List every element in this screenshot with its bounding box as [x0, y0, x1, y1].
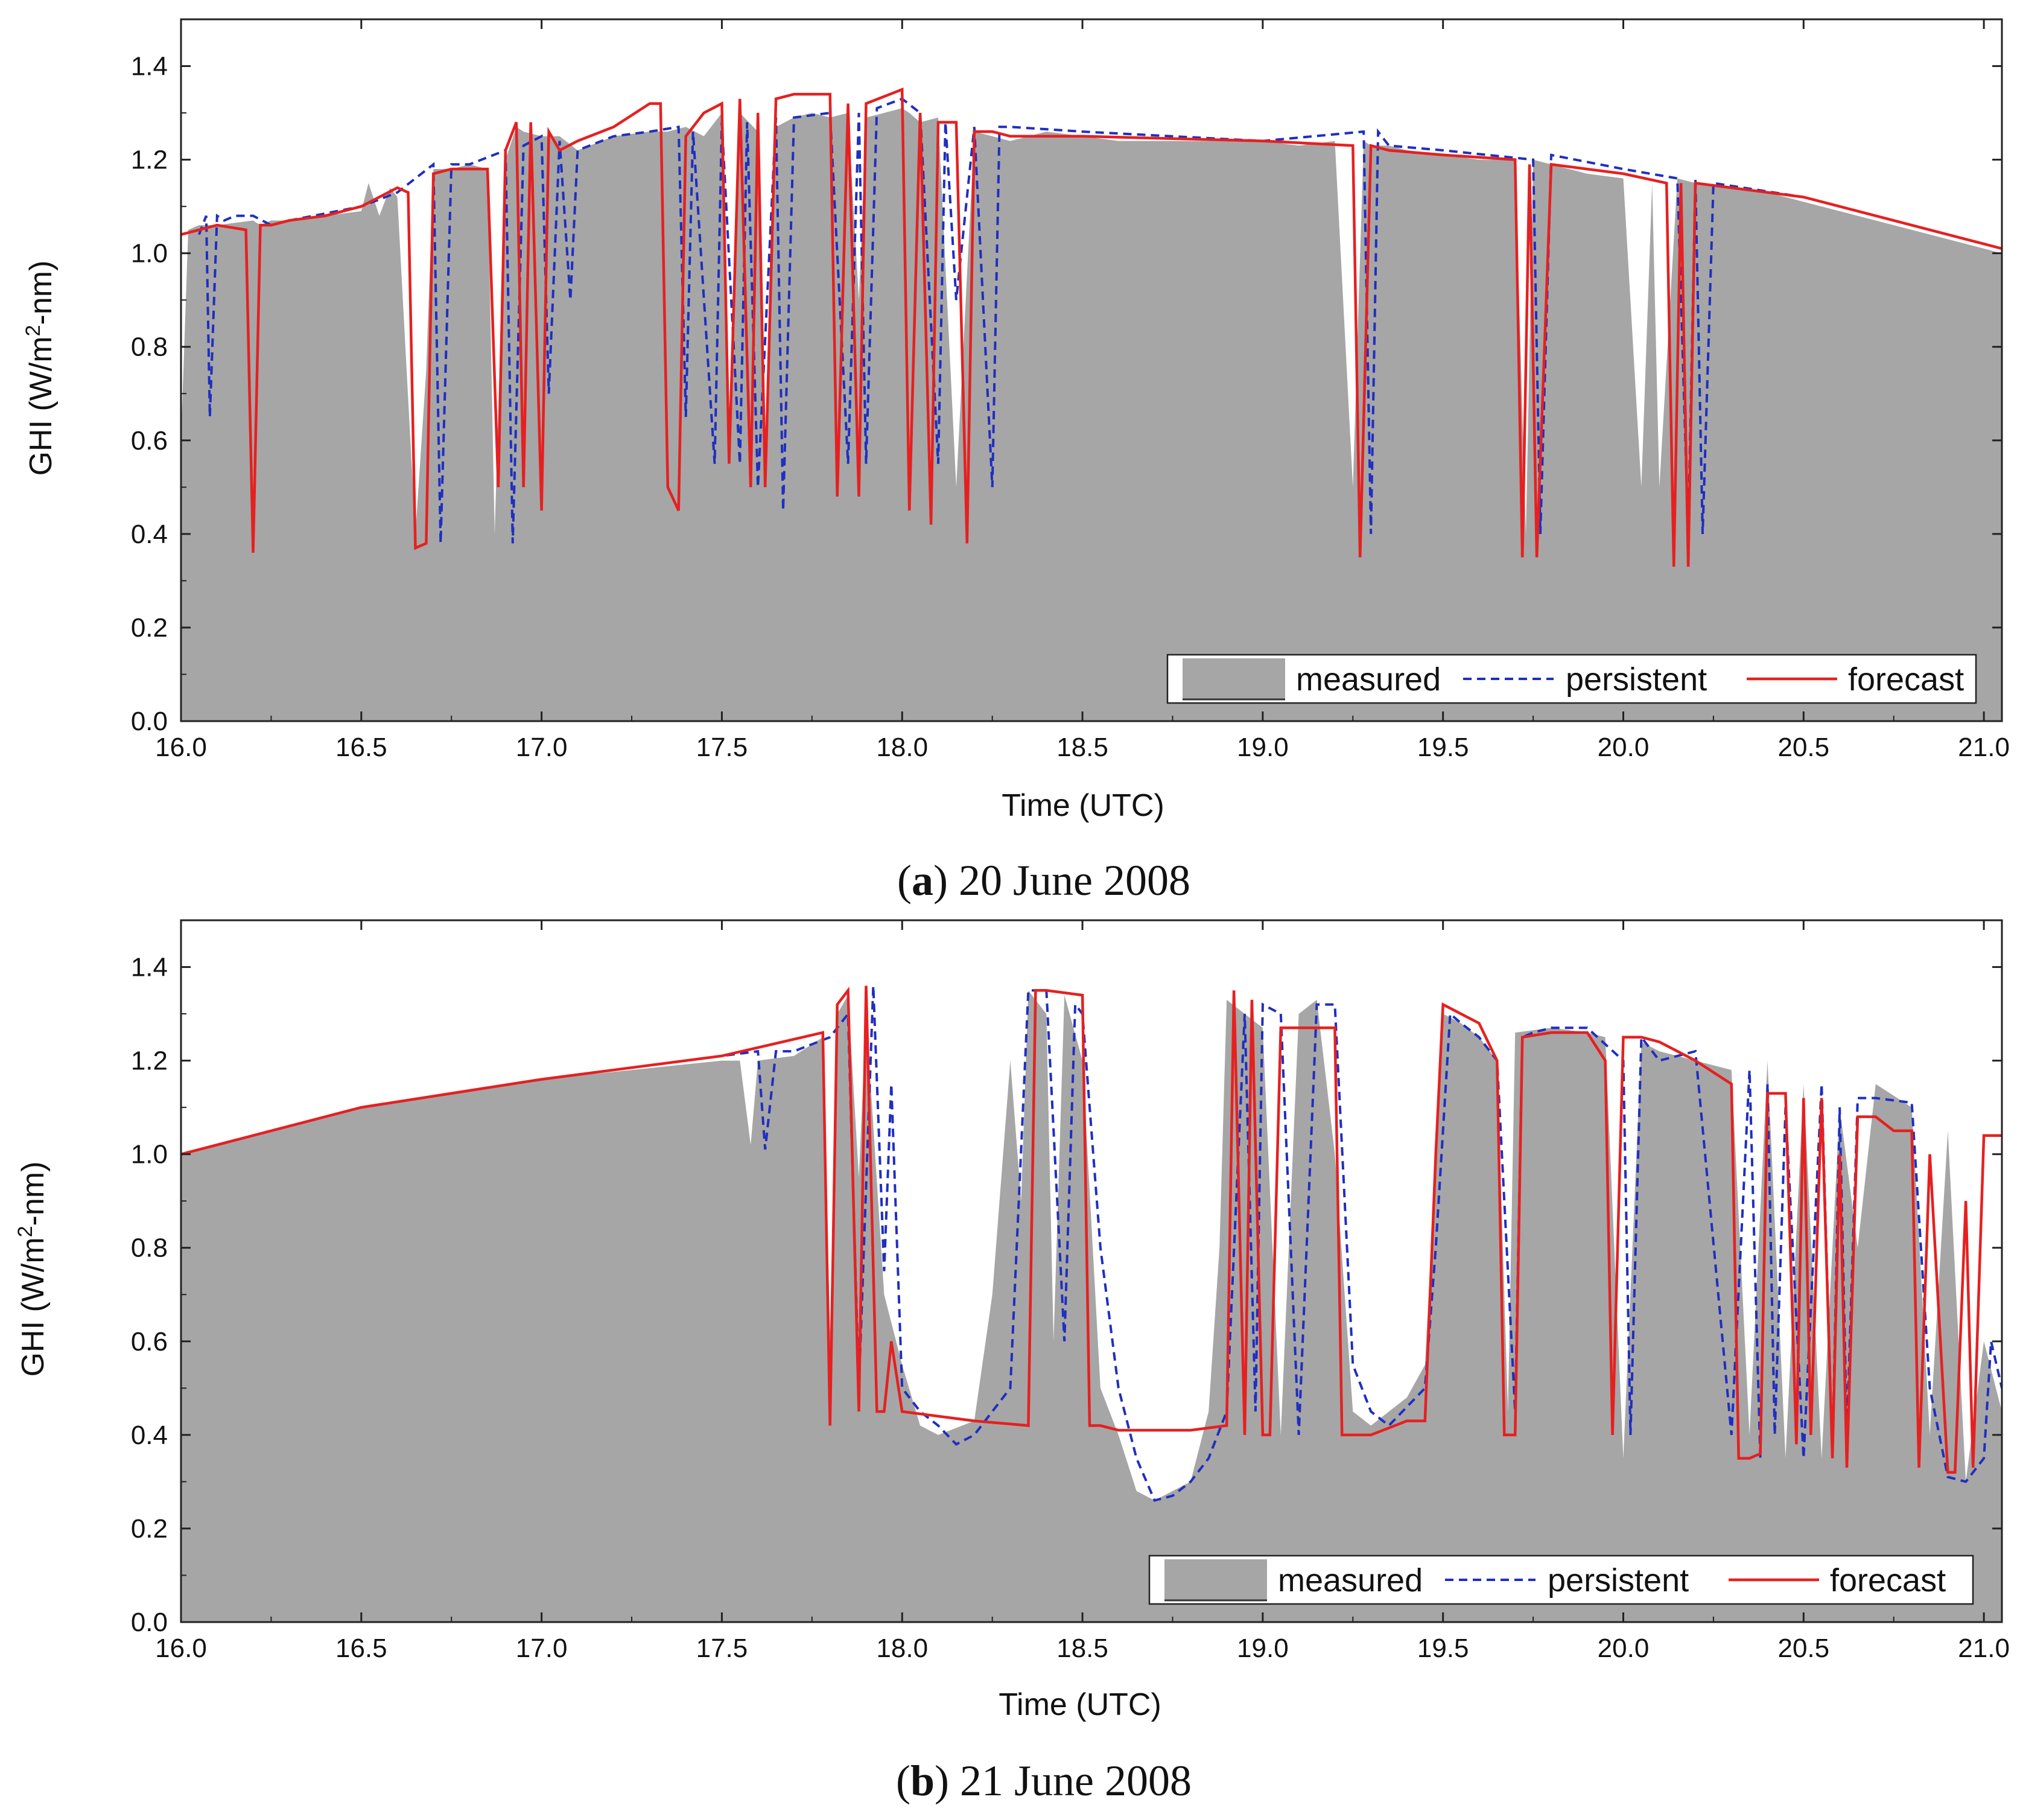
panel-b-plot-frame [180, 919, 2003, 1623]
panel-a-legend: measured persistent forecast [1166, 654, 1977, 704]
panel-b-y-tick-label: 1.2 [131, 1046, 168, 1076]
panel-a-y-tick-label: 1.2 [131, 145, 168, 175]
panel-a-y-tick-label: 1.0 [131, 239, 168, 269]
panel-a-y-tick-label: 0.4 [131, 520, 168, 549]
panel-a-x-tick-label: 21.0 [1958, 733, 2010, 762]
panel-a-plot-area [181, 88, 2002, 721]
panel-b-legend-box [1148, 1554, 1974, 1605]
panel-b-x-tick-label: 19.0 [1237, 1634, 1289, 1663]
panel-a-plot-frame [180, 18, 2003, 722]
panel-b-x-tick-label: 18.5 [1056, 1634, 1108, 1663]
panel-a-legend-box [1166, 654, 1977, 704]
panel-b-x-tick-label: 21.0 [1958, 1634, 2010, 1663]
chart-panel-a: GHI (W/m2-nm) Time (UTC) (a) 20 June 200… [22, 18, 2010, 905]
panel-b-x-tick-label: 19.5 [1417, 1634, 1469, 1663]
panel-b-plot-area [181, 985, 2002, 1622]
panel-b-x-tick-label: 17.5 [696, 1634, 748, 1663]
panel-b-y-tick-label: 0.4 [131, 1421, 168, 1450]
x-axis-label-a: Time (UTC) [1002, 788, 1164, 823]
panel-a-y-tick-label: 0.2 [131, 613, 168, 643]
caption-text-b: 21 June 2008 [960, 1757, 1192, 1805]
panel-a-x-tick-label: 20.0 [1598, 733, 1650, 762]
panel-b-x-tick-label: 20.5 [1777, 1634, 1829, 1663]
panel-a-series-persistent [198, 97, 2002, 544]
panel-a-x-tick-label: 16.0 [155, 733, 207, 762]
caption-b: (b) 21 June 2008 [896, 1757, 1192, 1805]
panel-a-x-tick-label: 17.0 [516, 733, 568, 762]
panel-b-x-tick-label: 18.0 [876, 1634, 928, 1663]
x-axis-label-b: Time (UTC) [999, 1687, 1161, 1722]
panel-a-x-tick-label: 18.5 [1056, 733, 1108, 762]
caption-letter-a: a [912, 856, 933, 905]
panel-b-y-tick-label: 0.0 [131, 1608, 168, 1637]
panel-b-x-tick-label: 16.0 [155, 1634, 207, 1663]
panel-b-series-forecast [181, 985, 2002, 1474]
panel-a-x-tick-label: 18.0 [876, 733, 928, 762]
panel-b-x-tick-label: 20.0 [1598, 1634, 1650, 1663]
panel-a-y-tick-label: 0.6 [131, 426, 168, 456]
panel-a-y-tick-label: 1.4 [131, 52, 168, 81]
y-axis-label-a: GHI (W/m2-nm) [22, 261, 59, 476]
panel-b-legend-label-forecast: forecast [1830, 1562, 1946, 1599]
panel-a-x-tick-label: 19.0 [1237, 733, 1289, 762]
panel-b-y-tick-label: 0.6 [131, 1327, 168, 1357]
panel-b-series-measured [181, 990, 2002, 1622]
panel-b-x-tick-label: 17.0 [516, 1634, 568, 1663]
caption-text-a: 20 June 2008 [959, 856, 1190, 905]
panel-a-x-tick-label: 20.5 [1777, 733, 1829, 762]
panel-a-legend-label-measured: measured [1296, 661, 1441, 698]
panel-b-y-tick-label: 0.2 [131, 1514, 168, 1544]
panel-a-x-tick-label: 16.5 [335, 733, 387, 762]
panel-a-series-measured [181, 108, 2002, 721]
panel-a-y-tick-label: 0.0 [131, 707, 168, 736]
panel-a-legend-swatch-measured [1183, 658, 1285, 699]
panel-b-legend-label-persistent: persistent [1548, 1562, 1689, 1599]
caption-a: (a) 20 June 2008 [897, 856, 1190, 905]
panel-a-x-tick-label: 19.5 [1417, 733, 1469, 762]
panel-b-legend-swatch-measured [1164, 1559, 1267, 1600]
y-axis-label-b: GHI (W/m2-nm) [14, 1162, 51, 1377]
panel-a-y-tick-label: 0.8 [131, 332, 168, 362]
panel-b-legend: measured persistent forecast [1148, 1554, 1974, 1605]
panel-b-y-tick-label: 1.0 [131, 1140, 168, 1169]
panel-a-legend-label-persistent: persistent [1566, 661, 1707, 698]
panel-b-y-tick-label: 1.4 [131, 953, 168, 982]
panel-b-y-tick-label: 0.8 [131, 1233, 168, 1263]
panel-a-x-tick-label: 17.5 [696, 733, 748, 762]
panel-b-legend-label-measured: measured [1278, 1562, 1423, 1599]
panel-a-series-forecast [181, 88, 2002, 567]
caption-letter-b: b [910, 1757, 935, 1805]
panel-a-legend-label-forecast: forecast [1848, 661, 1964, 698]
panel-b-x-tick-label: 16.5 [335, 1634, 387, 1663]
chart-panel-b: GHI (W/m2-nm) Time (UTC) (b) 21 June 200… [14, 919, 2010, 1805]
